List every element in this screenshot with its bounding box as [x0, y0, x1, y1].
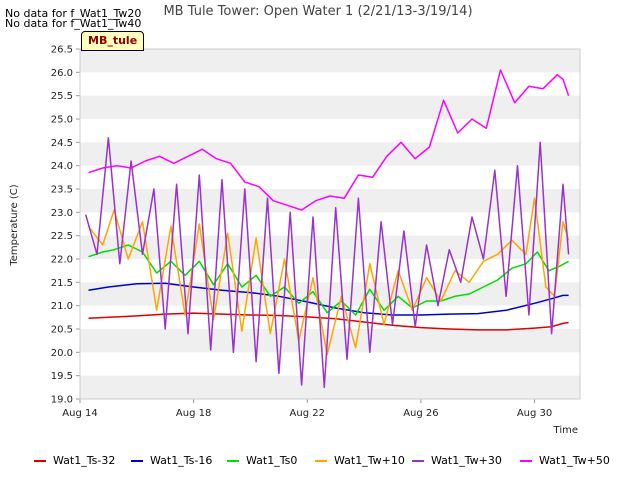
y-tick-label: 22.5 [51, 231, 73, 242]
legend-swatch [315, 460, 327, 462]
y-tick-label: 26.0 [51, 68, 73, 79]
series-line-wat1-tw-50 [88, 69, 570, 211]
legend-swatch [520, 460, 532, 462]
x-axis-label: Time [553, 425, 578, 436]
legend-label: Wat1_Ts0 [246, 454, 298, 467]
grid-band [80, 375, 580, 399]
y-tick-label: 25.5 [51, 91, 73, 102]
x-tick-label: Aug 14 [62, 408, 97, 419]
y-tick-label: 21.5 [51, 278, 73, 289]
x-axis-ticks: Aug 14 Aug 18 Aug 22 Aug 26 Aug 30 [62, 399, 552, 419]
y-axis-ticks: 19.0 19.5 20.0 20.5 21.0 21.5 22.0 22.5 23.0 23.5… [51, 45, 80, 406]
y-tick-label: 23.0 [51, 208, 73, 219]
y-tick-label: 23.5 [51, 185, 73, 196]
legend-label: Wat1_Tw+50 [539, 454, 610, 467]
legend-label: Wat1_Ts-32 [53, 454, 116, 467]
y-tick-label: 21.0 [51, 301, 73, 312]
grid-band [80, 49, 580, 73]
legend-swatch [227, 460, 239, 462]
legend-swatch [34, 460, 46, 462]
series-line-wat1-tw-30 [84, 136, 570, 389]
nodata-message-2: No data for f_Wat1_Tw40 [5, 17, 142, 30]
x-tick-label: Aug 30 [517, 408, 552, 419]
y-tick-label: 24.5 [51, 138, 73, 149]
chart-title: MB Tule Tower: Open Water 1 (2/21/13-3/1… [163, 4, 472, 19]
y-tick-label: 20.5 [51, 325, 73, 336]
series-line-wat1-tw-10 [87, 197, 570, 356]
y-tick-label: 22.0 [51, 255, 73, 266]
legend-swatch [412, 460, 424, 462]
y-tick-label: 19.5 [51, 371, 73, 382]
x-tick-label: Aug 18 [176, 408, 211, 419]
nodata-message-1: No data for f_Wat1_Tw20 [5, 7, 142, 20]
legend: Wat1_Ts-32 Wat1_Ts-16 Wat1_Ts0 Wat1_Tw+10 Wa… [0, 453, 640, 469]
grid-band [80, 142, 580, 166]
y-tick-label: 24.0 [51, 161, 73, 172]
series-lines [84, 69, 570, 389]
site-badge: MB_tule [81, 31, 145, 51]
legend-swatch [131, 460, 143, 462]
x-tick-label: Aug 26 [403, 408, 438, 419]
legend-label: Wat1_Ts-16 [150, 454, 213, 467]
y-tick-label: 20.0 [51, 348, 73, 359]
grid-band [80, 95, 580, 119]
x-tick-label: Aug 22 [290, 408, 325, 419]
legend-label: Wat1_Tw+30 [431, 454, 502, 467]
y-tick-label: 19.0 [51, 395, 73, 406]
plot-frame [79, 48, 581, 400]
legend-label: Wat1_Tw+10 [334, 454, 405, 467]
y-tick-label: 26.5 [51, 45, 73, 56]
grid-bands [80, 49, 580, 399]
y-axis-label: Temperature (C) [9, 184, 20, 266]
grid-band [80, 189, 580, 213]
y-tick-label: 25.0 [51, 115, 73, 126]
series-line-wat1-ts0 [88, 244, 569, 316]
